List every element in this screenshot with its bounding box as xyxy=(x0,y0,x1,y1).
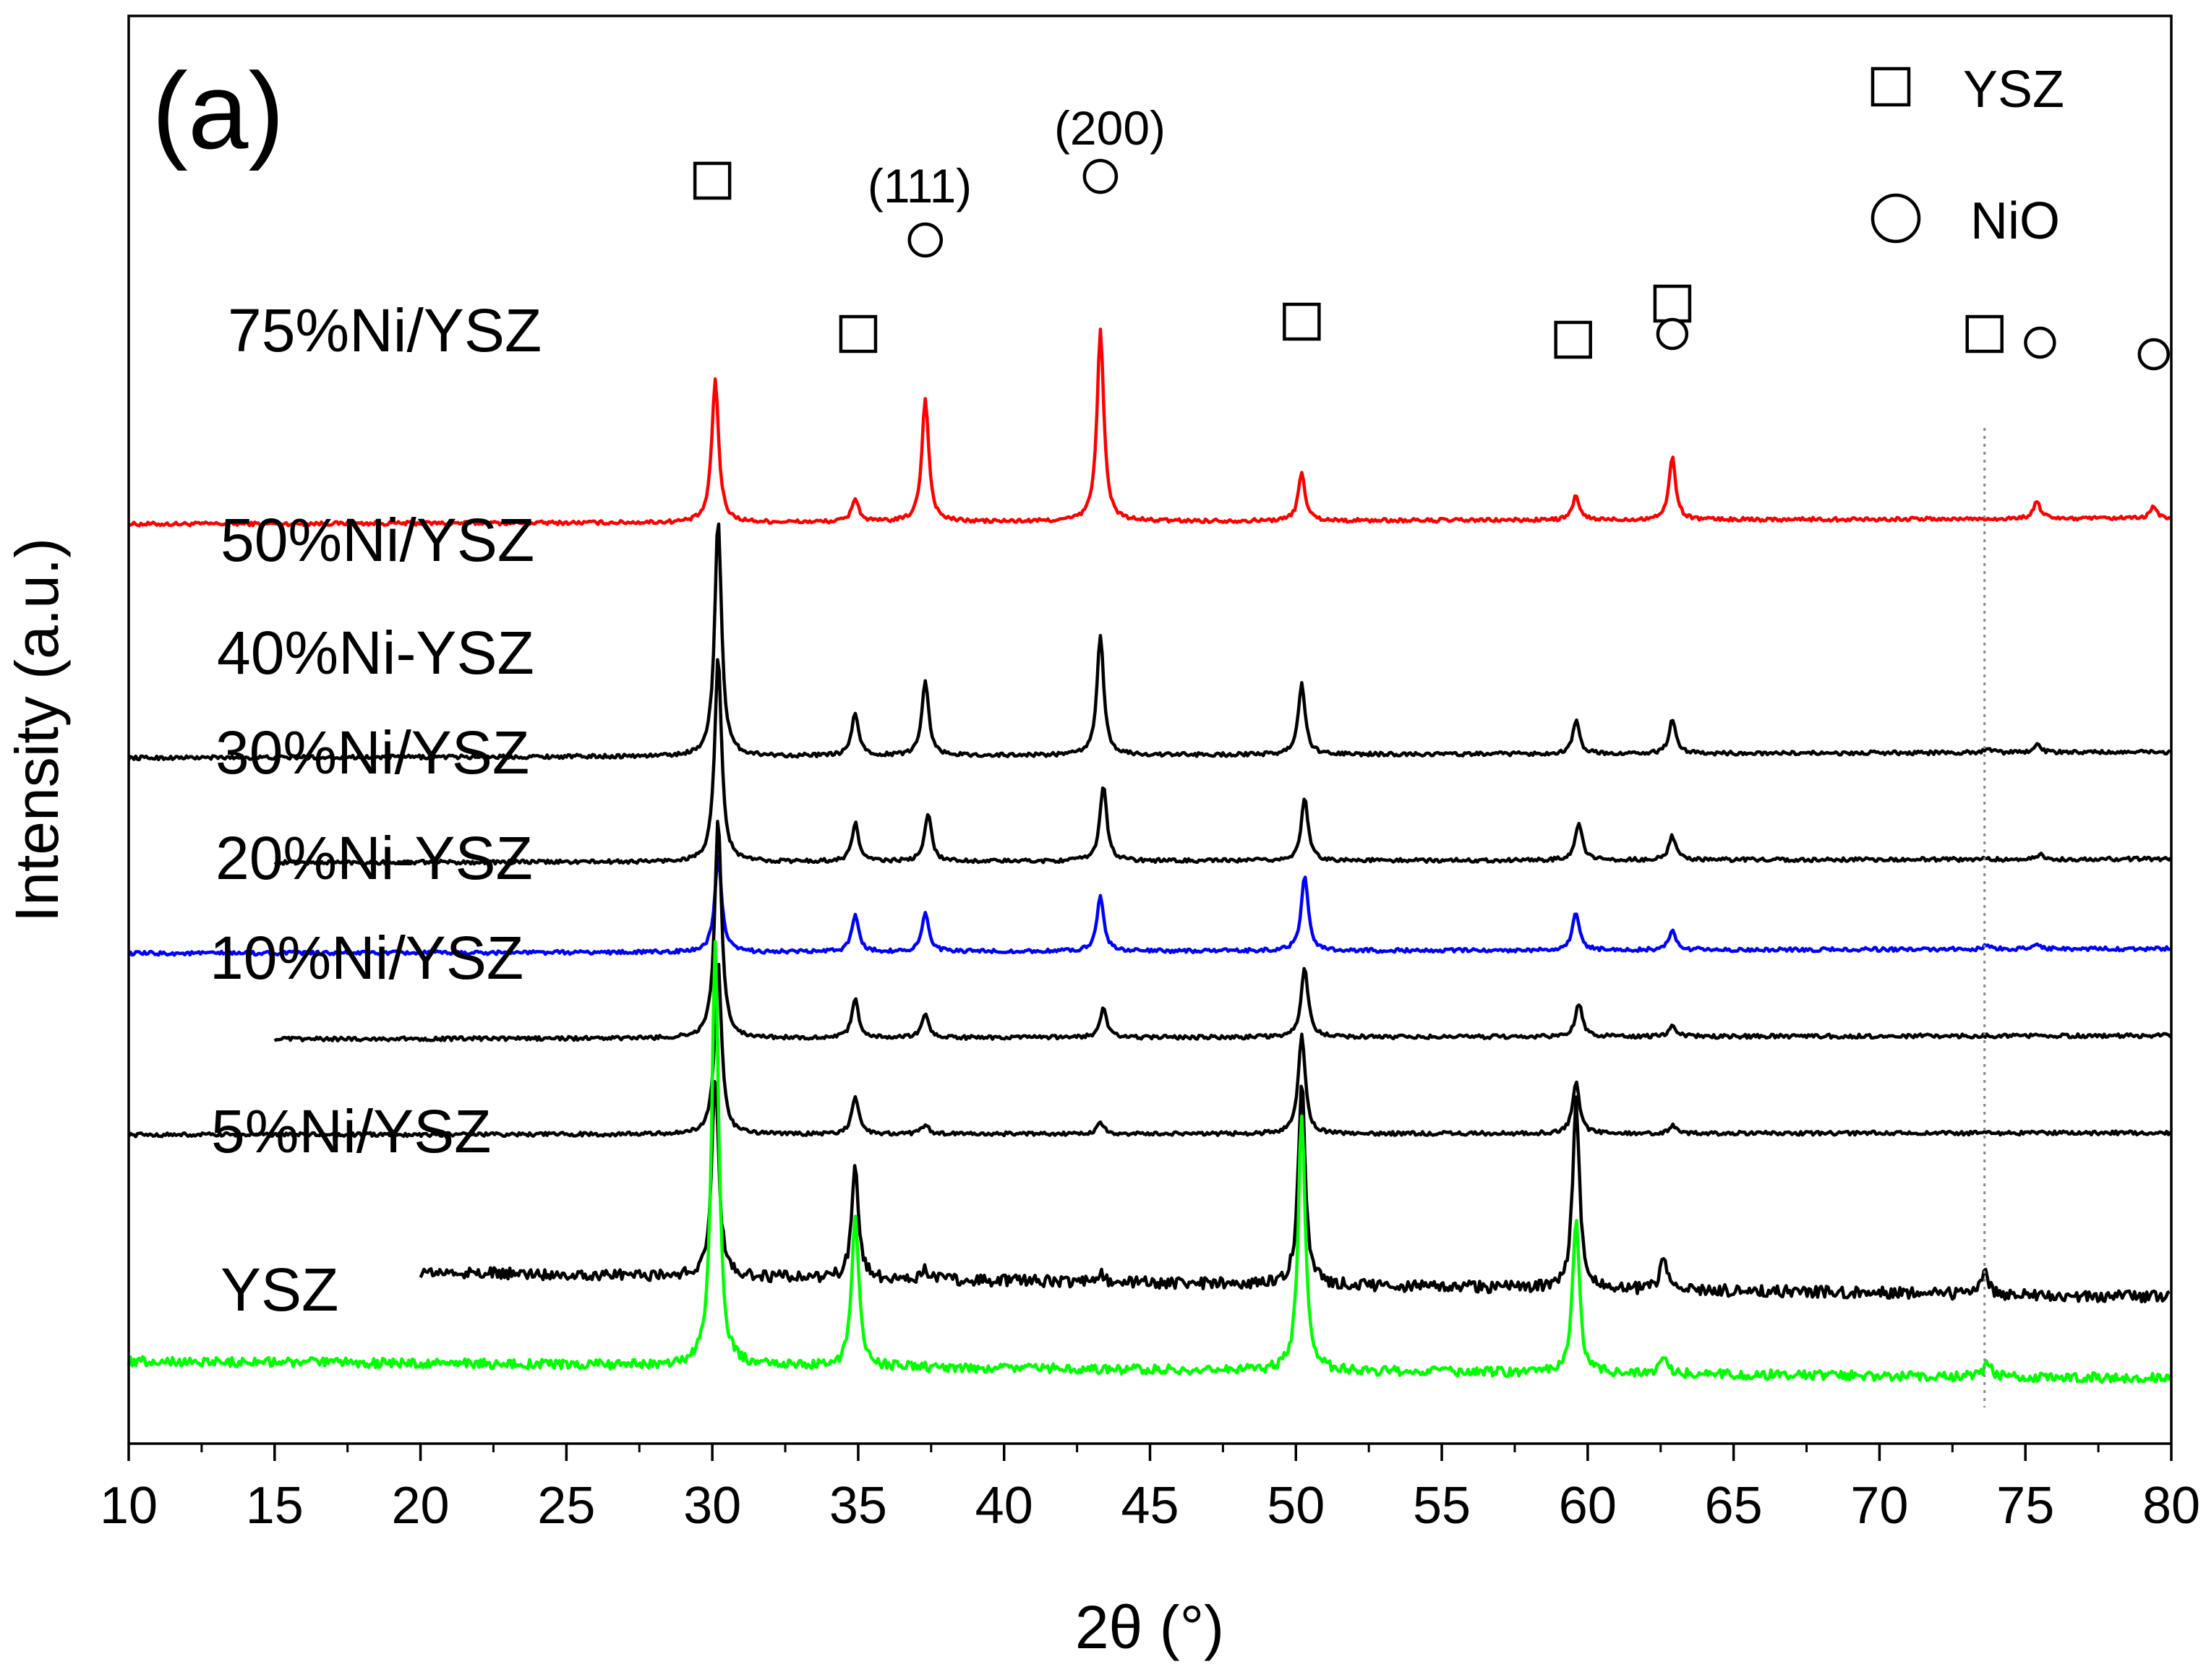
series-label-10-ni-ysz: 10%Ni/YSZ xyxy=(210,924,523,992)
series-label-40-ni-ysz: 40%Ni-YSZ xyxy=(217,619,534,687)
x-tick-label-45: 45 xyxy=(1121,1477,1179,1535)
nio-peak-marker xyxy=(1082,158,1119,194)
x-tick-label-15: 15 xyxy=(246,1477,304,1535)
x-tick-label-30: 30 xyxy=(683,1477,741,1535)
x-axis-title: 2θ (°) xyxy=(1075,1593,1224,1661)
nio-peak-marker xyxy=(2137,338,2171,371)
series-line-20-ni-ysz xyxy=(273,820,2172,1042)
x-tick-label-70: 70 xyxy=(1850,1477,1908,1535)
x-tick-label-25: 25 xyxy=(537,1477,595,1535)
ysz-peak-marker xyxy=(1554,320,1592,359)
ysz-peak-marker xyxy=(839,314,878,353)
series-line-ysz xyxy=(127,940,2172,1384)
x-tick-label-50: 50 xyxy=(1267,1477,1325,1535)
ysz-peak-marker xyxy=(1653,284,1692,323)
legend: YSZ NiO xyxy=(1871,61,2064,250)
series-line-75-ni-ysz xyxy=(127,327,2171,528)
x-tick-label-65: 65 xyxy=(1705,1477,1763,1535)
peak-marker-layer xyxy=(693,158,2171,371)
series-layer xyxy=(127,327,2172,1384)
panel-label: (a) xyxy=(152,50,284,171)
series-label-30-ni-ysz: 30%Ni/YSZ xyxy=(215,719,529,787)
ysz-peak-marker xyxy=(693,161,732,200)
x-tick-label-20: 20 xyxy=(392,1477,450,1535)
legend-label-nio: NiO xyxy=(1970,192,2060,250)
plane-label-200: (200) xyxy=(1054,101,1166,155)
y-axis-title: Intensity (a.u.) xyxy=(3,538,71,922)
series-label-50-ni-ysz: 50%Ni/YSZ xyxy=(221,506,534,574)
series-line-50-ni-ysz xyxy=(127,522,2171,762)
x-tick-label-40: 40 xyxy=(975,1477,1033,1535)
x-tick-label-80: 80 xyxy=(2142,1477,2200,1535)
series-label-5-ni-ysz: 5%Ni/YSZ xyxy=(211,1097,491,1165)
legend-label-ysz: YSZ xyxy=(1963,61,2064,119)
x-tick-label-60: 60 xyxy=(1559,1477,1617,1535)
series-line-40-ni-ysz xyxy=(273,658,2172,866)
x-tick-label-75: 75 xyxy=(1996,1477,2054,1535)
series-label-20-ni-ysz: 20%Ni-YSZ xyxy=(215,824,533,892)
series-line-5-ni-ysz xyxy=(419,1080,2171,1303)
nio-peak-marker xyxy=(907,222,943,258)
series-label-ysz: YSZ xyxy=(221,1256,338,1324)
legend-square-marker xyxy=(1871,67,1911,107)
series-line-30-ni-ysz xyxy=(127,854,2171,957)
x-tick-label-35: 35 xyxy=(829,1477,887,1535)
ysz-peak-marker xyxy=(1965,314,2004,353)
nio-peak-marker xyxy=(1656,317,1689,351)
plane-label-111: (111) xyxy=(868,159,972,213)
series-label-75-ni-ysz: 75%Ni/YSZ xyxy=(228,296,542,364)
ysz-peak-marker xyxy=(1283,302,1321,341)
legend-circle-marker xyxy=(1871,193,1921,244)
x-tick-label-55: 55 xyxy=(1413,1477,1471,1535)
series-label-layer: 75%Ni/YSZ 50%Ni/YSZ 40%Ni-YSZ 30%Ni/YSZ 20%N… xyxy=(210,296,542,1324)
x-tick-label-10: 10 xyxy=(100,1477,158,1535)
nio-peak-marker xyxy=(2024,326,2056,359)
series-line-10-ni-ysz xyxy=(127,962,2172,1139)
x-axis: 10 15 20 25 30 35 40 45 50 55 60 65 70 75 80 xyxy=(100,428,2200,1535)
